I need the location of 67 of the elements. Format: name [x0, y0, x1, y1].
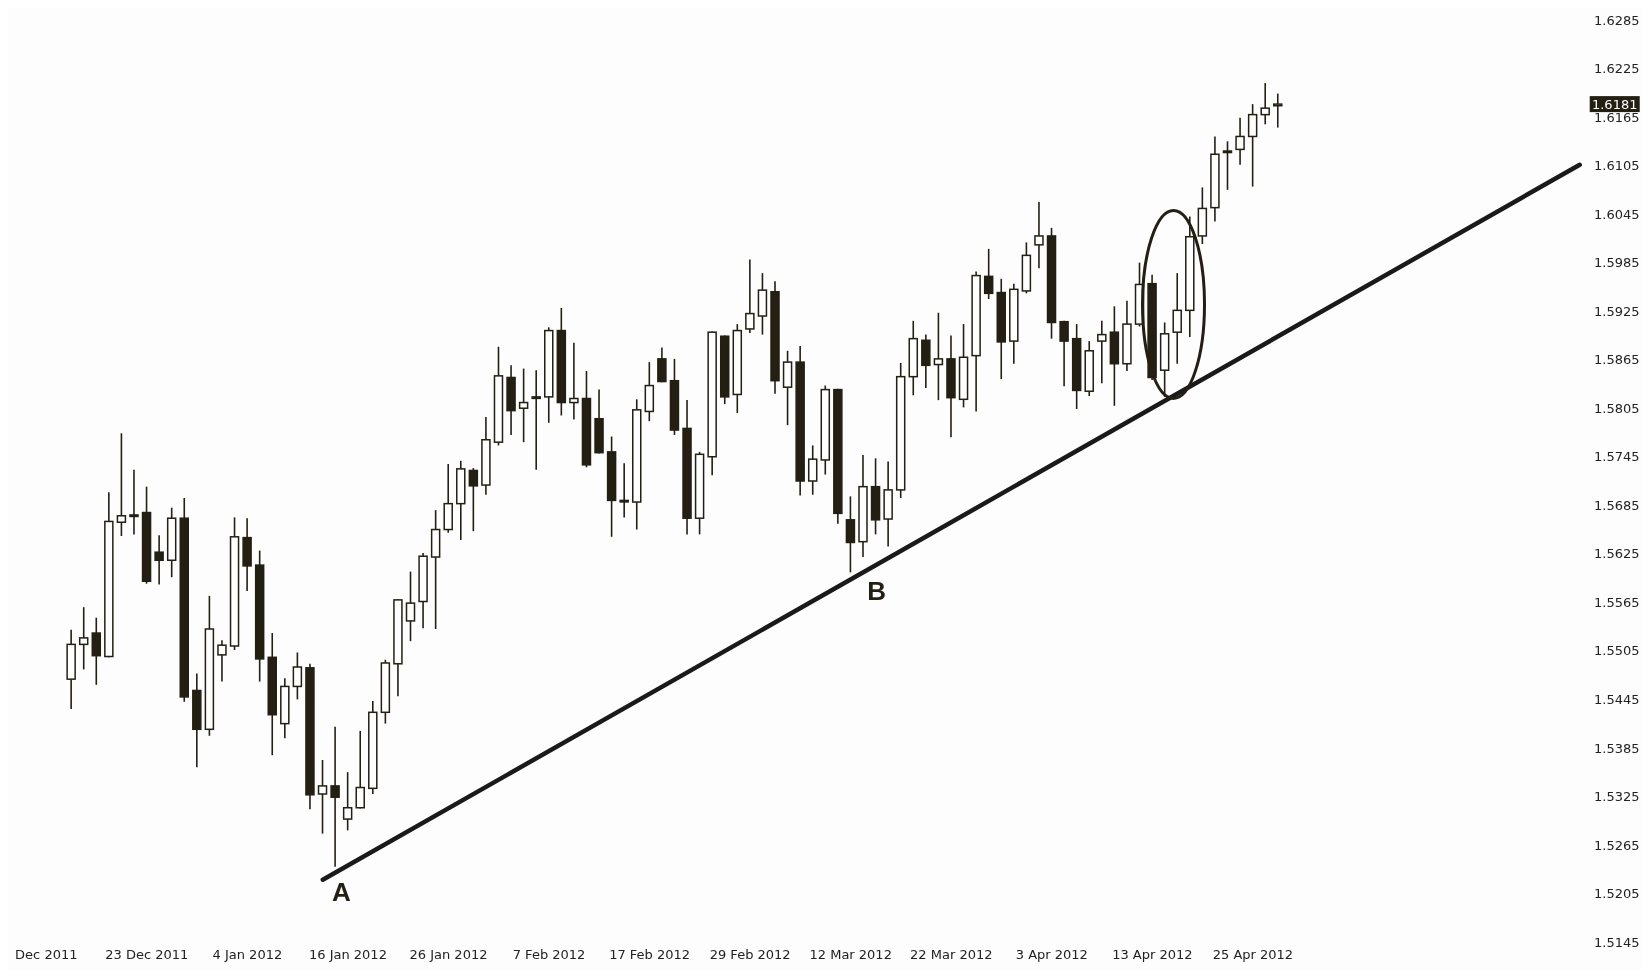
y-tick-label: 1.6045 — [1594, 206, 1640, 222]
candlestick — [569, 341, 579, 421]
candlestick — [330, 726, 340, 868]
candlestick — [91, 616, 102, 686]
text: 1.6181 — [1591, 97, 1638, 113]
y-tick-label: 1.5325 — [1594, 789, 1640, 805]
x-tick-label: Dec 2011 — [15, 947, 78, 963]
candlestick — [1247, 103, 1258, 188]
y-tick-label: 1.5805 — [1594, 400, 1640, 416]
candlestick — [1260, 82, 1270, 126]
candlestick — [468, 467, 479, 532]
y-tick-label: 1.6285 — [1594, 12, 1640, 28]
y-tick-label: 1.5145 — [1594, 934, 1640, 950]
annotation: A — [331, 876, 351, 907]
x-tick-label: 25 Apr 2012 — [1212, 947, 1294, 963]
y-tick-label: 1.5685 — [1594, 497, 1640, 513]
candlestick — [116, 432, 127, 537]
candlestick — [154, 534, 164, 586]
y-tick-label: 1.5505 — [1594, 643, 1640, 659]
candlestick — [845, 495, 856, 574]
candlestick — [1222, 140, 1233, 191]
x-tick-label: 13 Apr 2012 — [1112, 947, 1193, 963]
y-tick-label: 1.5565 — [1594, 594, 1640, 610]
y-tick-label: 1.5625 — [1594, 546, 1640, 562]
candlestick — [355, 730, 365, 810]
x-tick-label: 12 Mar 2012 — [809, 947, 892, 963]
candlestick — [342, 771, 353, 832]
y-tick-label: 1.5985 — [1594, 255, 1640, 271]
candlestick — [745, 258, 755, 334]
candlestick — [317, 759, 328, 835]
x-tick-label: 3 Apr 2012 — [1015, 947, 1088, 963]
candlestick — [983, 248, 994, 300]
candlestick — [78, 606, 89, 671]
candlestick — [405, 570, 416, 642]
candlestick — [807, 444, 818, 496]
x-tick-label: 4 Jan 2012 — [212, 947, 283, 963]
y-tick-label: 1.5925 — [1594, 303, 1640, 319]
x-tick-label: 7 Feb 2012 — [512, 947, 586, 963]
candlestick — [619, 462, 629, 519]
x-tick-label: 29 Feb 2012 — [709, 947, 791, 963]
x-tick-label: 16 Jan 2012 — [308, 947, 387, 963]
y-tick-label: 1.6105 — [1594, 158, 1640, 174]
candlestick — [531, 369, 541, 471]
candlestick — [1059, 320, 1069, 388]
candlestick — [129, 468, 139, 536]
x-tick-label: 26 Jan 2012 — [409, 947, 488, 963]
candlestick — [518, 367, 529, 443]
candlestick — [933, 311, 944, 401]
y-tick-label: 1.6225 — [1594, 61, 1640, 77]
candlestick — [1097, 320, 1107, 384]
candlestick — [1034, 201, 1044, 270]
candlestick — [292, 651, 303, 701]
candlestick — [217, 639, 227, 683]
y-tick-label: 1.5445 — [1594, 691, 1640, 707]
y-tick-label: 1.5865 — [1594, 352, 1640, 368]
y-tick-label: 1.5205 — [1594, 886, 1640, 902]
candlestick — [657, 346, 667, 384]
x-tick-label: 17 Feb 2012 — [609, 947, 691, 963]
y-tick-label: 1.5385 — [1594, 740, 1640, 756]
candlestick — [1172, 272, 1182, 365]
annotation: B — [867, 576, 887, 607]
x-tick-label: 23 Dec 2011 — [105, 947, 189, 963]
y-tick-label: 1.5745 — [1594, 449, 1640, 465]
x-tick-label: 22 Mar 2012 — [910, 947, 993, 963]
candlestick — [1235, 117, 1245, 166]
candlestick — [1273, 92, 1283, 129]
y-tick-label: 1.5265 — [1594, 837, 1640, 853]
